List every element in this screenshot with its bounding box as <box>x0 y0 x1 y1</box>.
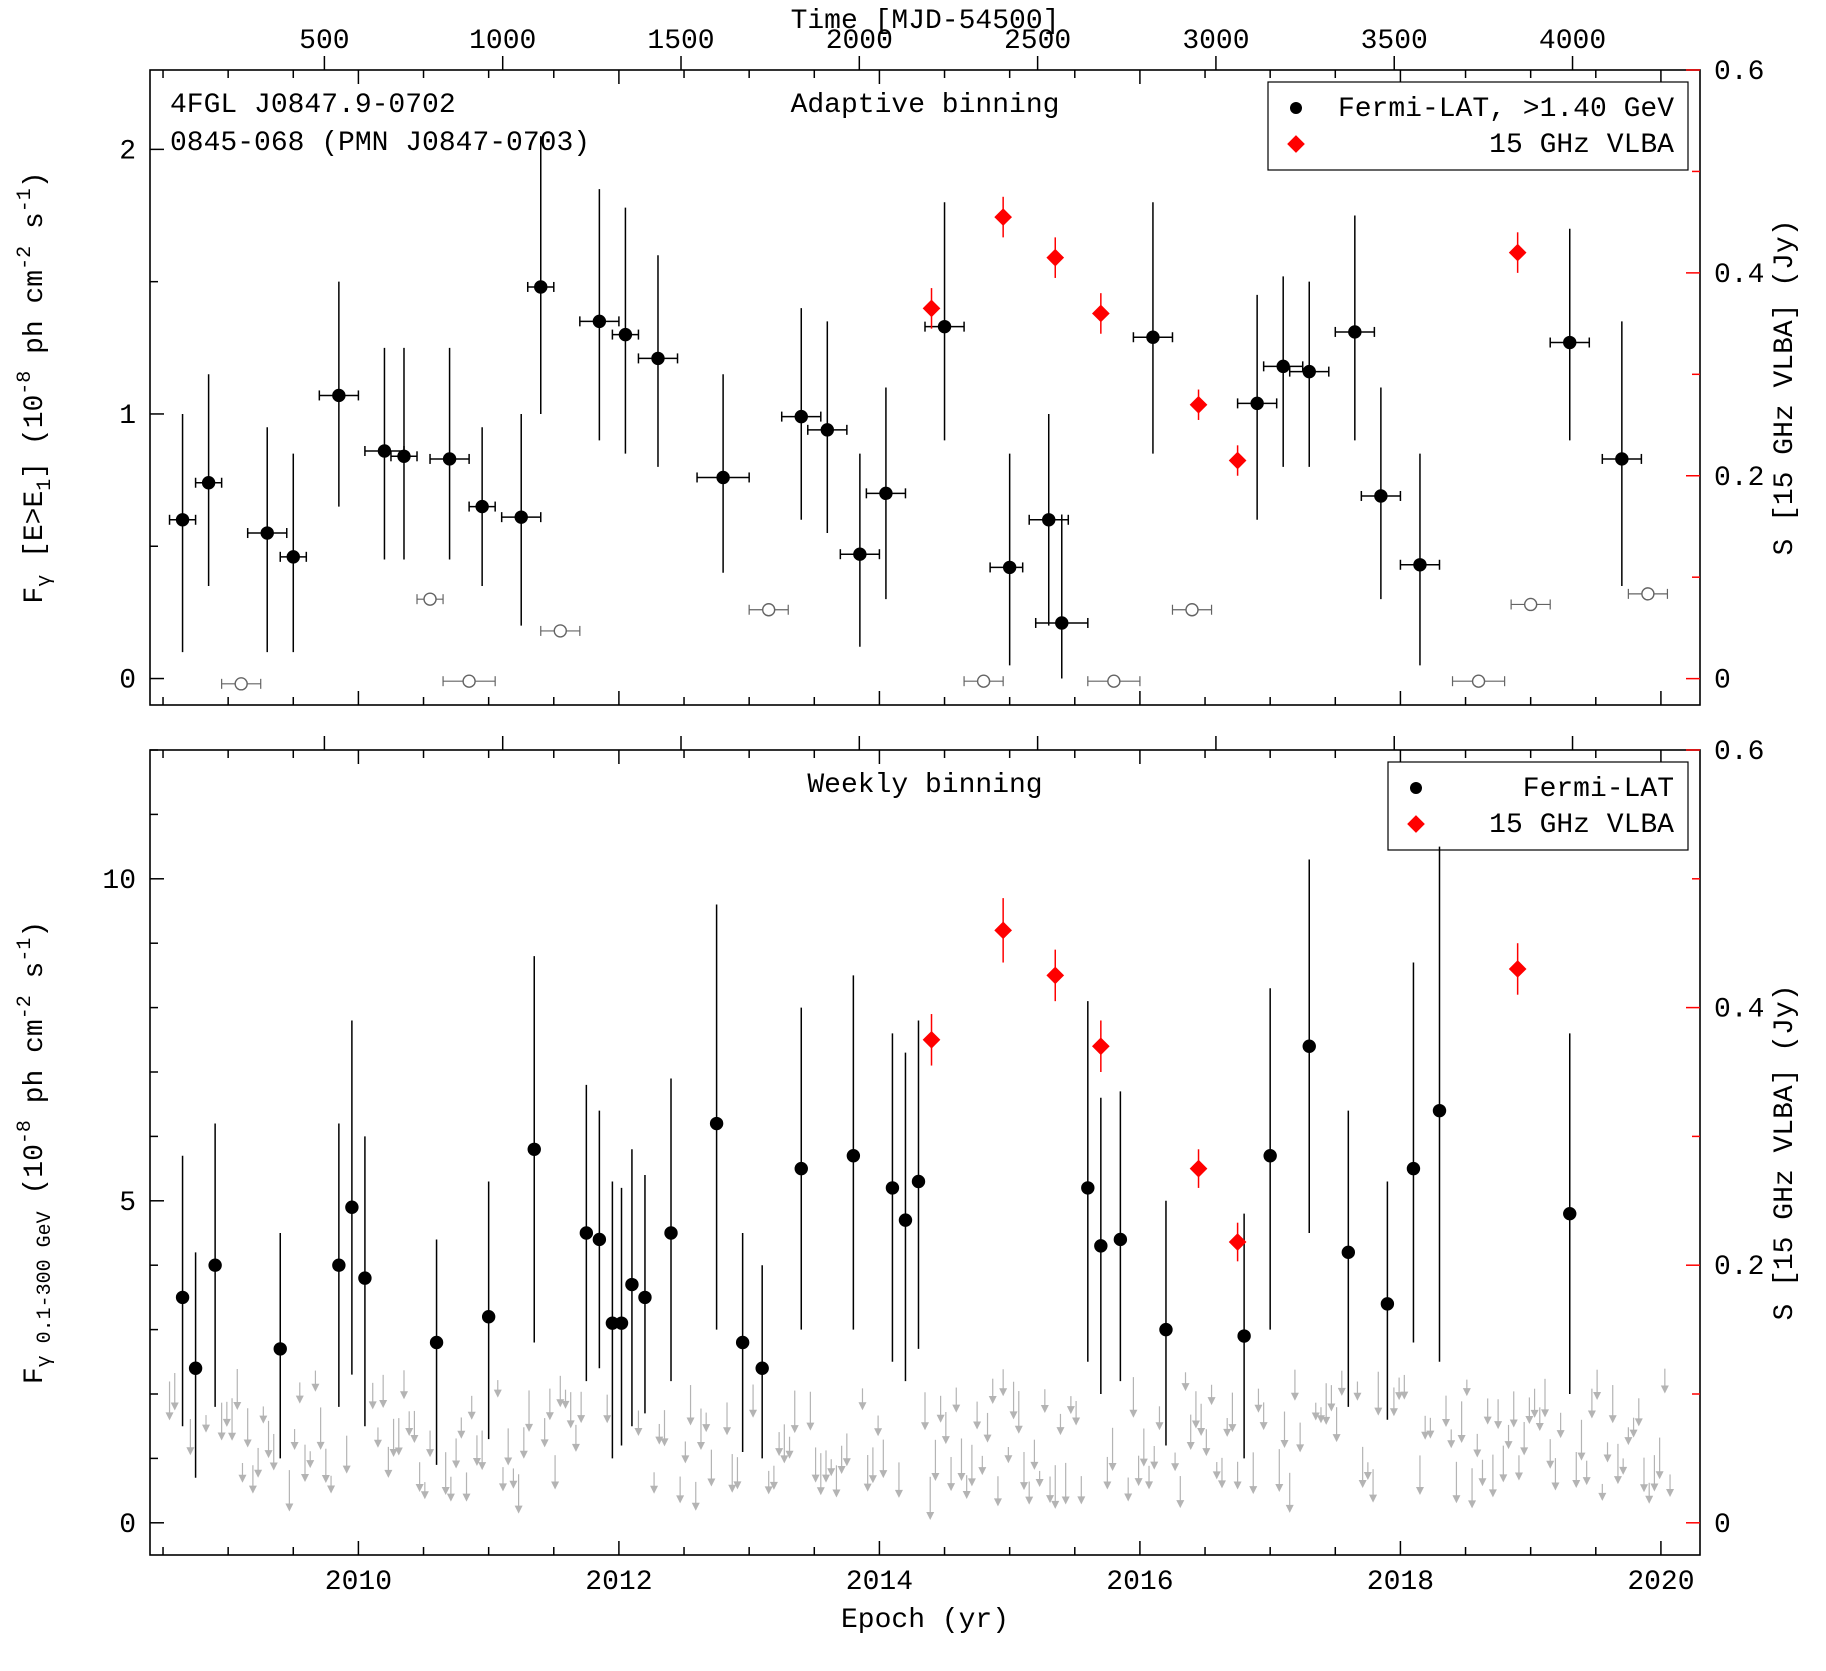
panel-b-yrlabel: S [15 GHz VLBA] (Jy) <box>1770 984 1801 1320</box>
panel-b-ylabel: Fγ 0.1-300 GeV (10-8 ph cm-2 s-1) <box>14 921 57 1384</box>
svg-text:1000: 1000 <box>469 26 536 57</box>
svg-text:S [15 GHz VLBA] (Jy): S [15 GHz VLBA] (Jy) <box>1770 219 1801 555</box>
chart-root: 500100015002000250030003500400001200.20.… <box>0 0 1826 1671</box>
svg-text:0: 0 <box>1714 1510 1731 1541</box>
svg-canvas: 500100015002000250030003500400001200.20.… <box>0 0 1826 1671</box>
svg-text:Fγ [E>E1] (10-8 ph cm-2 s-1): Fγ [E>E1] (10-8 ph cm-2 s-1) <box>14 171 57 603</box>
panel-a-ylabel: Fγ [E>E1] (10-8 ph cm-2 s-1) <box>14 171 57 603</box>
svg-text:2012: 2012 <box>585 1567 652 1598</box>
svg-text:2014: 2014 <box>846 1567 913 1598</box>
svg-text:2016: 2016 <box>1106 1567 1173 1598</box>
svg-text:15 GHz VLBA: 15 GHz VLBA <box>1489 130 1674 161</box>
source-line-2: 0845-068 (PMN J0847-0703) <box>170 128 590 159</box>
svg-text:3000: 3000 <box>1182 26 1249 57</box>
svg-text:2: 2 <box>119 136 136 167</box>
svg-text:10: 10 <box>102 866 136 897</box>
svg-text:500: 500 <box>299 26 349 57</box>
svg-text:0.4: 0.4 <box>1714 260 1764 291</box>
svg-text:Fermi-LAT: Fermi-LAT <box>1523 774 1674 805</box>
svg-text:2010: 2010 <box>325 1567 392 1598</box>
panel-a-title: Adaptive binning <box>791 90 1060 121</box>
svg-text:0.2: 0.2 <box>1714 1252 1764 1283</box>
svg-text:4000: 4000 <box>1539 26 1606 57</box>
svg-text:5: 5 <box>119 1188 136 1219</box>
svg-text:15 GHz VLBA: 15 GHz VLBA <box>1489 810 1674 841</box>
panel-a-yrlabel: S [15 GHz VLBA] (Jy) <box>1770 219 1801 555</box>
panel-b-title: Weekly binning <box>807 770 1042 801</box>
svg-text:2020: 2020 <box>1627 1567 1694 1598</box>
svg-text:S [15 GHz VLBA] (Jy): S [15 GHz VLBA] (Jy) <box>1770 984 1801 1320</box>
svg-text:0: 0 <box>119 1510 136 1541</box>
svg-text:0: 0 <box>119 666 136 697</box>
svg-text:Fγ 0.1-300 GeV (10-8 ph cm-2 s: Fγ 0.1-300 GeV (10-8 ph cm-2 s-1) <box>14 921 57 1384</box>
svg-text:1: 1 <box>119 401 136 432</box>
svg-text:0: 0 <box>1714 666 1731 697</box>
svg-text:3500: 3500 <box>1361 26 1428 57</box>
svg-text:2018: 2018 <box>1367 1567 1434 1598</box>
svg-text:0.2: 0.2 <box>1714 463 1764 494</box>
svg-text:0.6: 0.6 <box>1714 57 1764 88</box>
svg-text:0.4: 0.4 <box>1714 995 1764 1026</box>
mjd-axis-label: Time [MJD-54500] <box>791 6 1060 37</box>
svg-text:1500: 1500 <box>647 26 714 57</box>
epoch-axis-label: Epoch (yr) <box>841 1605 1009 1636</box>
svg-text:0.6: 0.6 <box>1714 737 1764 768</box>
source-line-1: 4FGL J0847.9-0702 <box>170 90 456 121</box>
svg-text:Fermi-LAT, >1.40 GeV: Fermi-LAT, >1.40 GeV <box>1338 94 1674 125</box>
